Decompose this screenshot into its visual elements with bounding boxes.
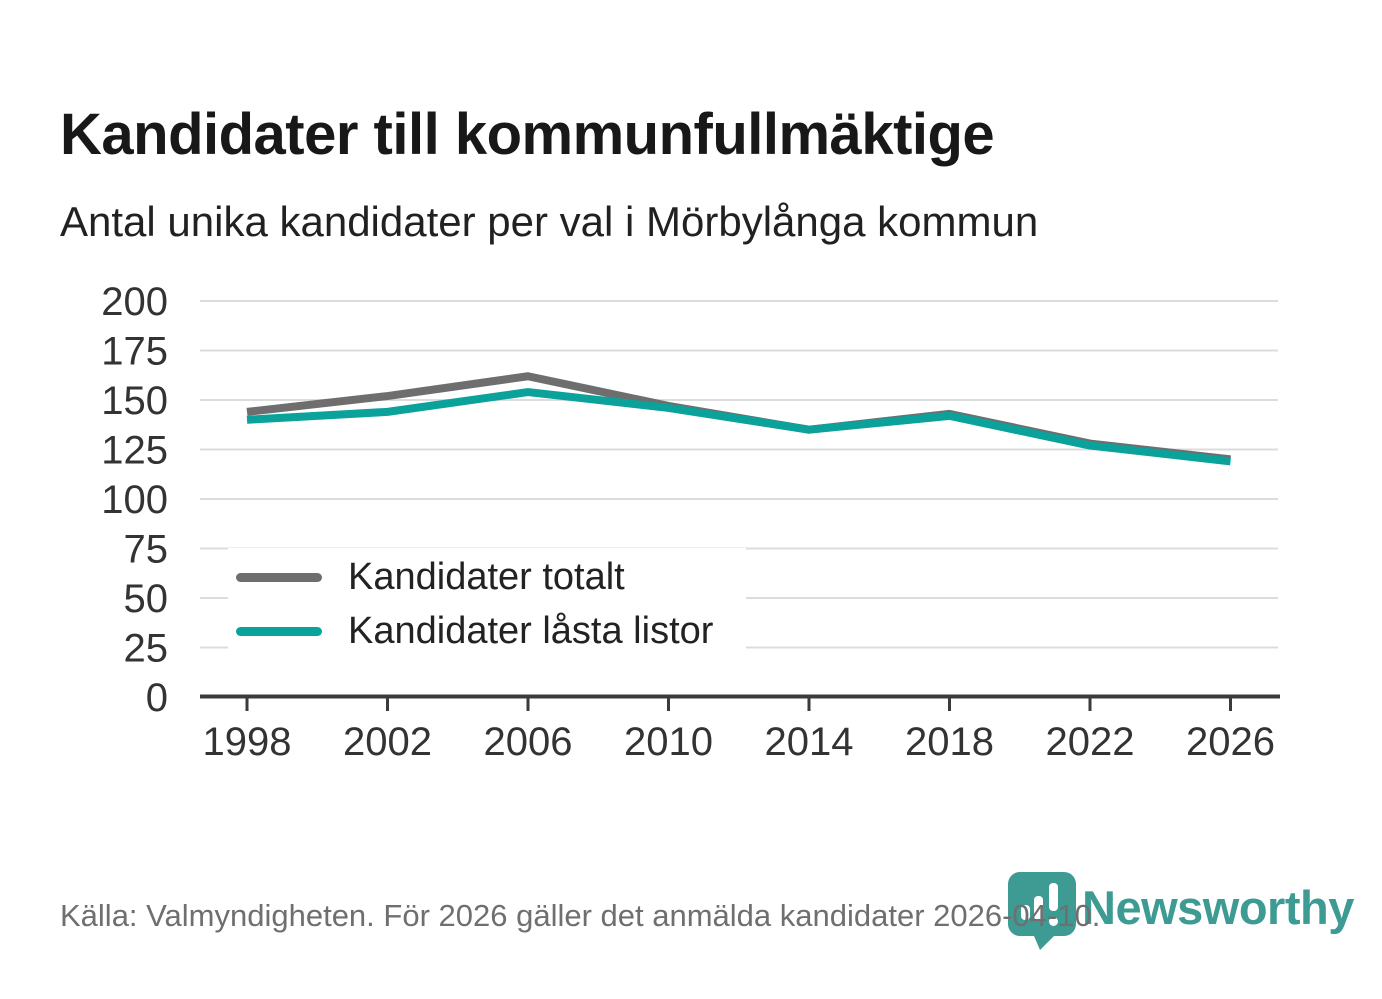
chart-subtitle: Antal unika kandidater per val i Mörbylå…	[60, 198, 1039, 245]
svg-text:25: 25	[124, 627, 169, 671]
y-axis-labels: 0 25 50 75 100 125 150 175 200	[101, 280, 168, 720]
svg-text:2026: 2026	[1186, 720, 1275, 764]
legend-label-total: Kandidater totalt	[348, 555, 625, 598]
legend-swatch-total-icon	[236, 572, 322, 582]
svg-text:2022: 2022	[1046, 720, 1135, 764]
svg-text:2010: 2010	[624, 720, 713, 764]
svg-text:0: 0	[146, 676, 168, 720]
newsworthy-pin-icon	[1008, 872, 1076, 950]
svg-text:2014: 2014	[765, 720, 854, 764]
newsworthy-wordmark: Newsworthy	[1082, 881, 1354, 934]
svg-text:2006: 2006	[484, 720, 573, 764]
x-axis-labels: 1998 2002 2006 2010 2014 2018 2022 2026	[203, 720, 1275, 764]
svg-text:1998: 1998	[203, 720, 292, 764]
legend-swatch-locked-icon	[236, 626, 322, 636]
svg-text:100: 100	[101, 478, 168, 522]
legend-item-locked: Kandidater låsta listor	[228, 608, 746, 654]
series-line-locked	[246, 388, 1231, 466]
svg-text:200: 200	[101, 280, 168, 324]
svg-text:150: 150	[101, 379, 168, 423]
svg-text:2018: 2018	[905, 720, 994, 764]
svg-text:175: 175	[101, 330, 168, 374]
source-note: Källa: Valmyndigheten. För 2026 gäller d…	[60, 898, 1101, 933]
legend-item-total: Kandidater totalt	[228, 554, 746, 600]
svg-text:2002: 2002	[343, 720, 432, 764]
newsworthy-logo: Newsworthy	[1008, 872, 1354, 950]
x-axis	[200, 694, 1280, 711]
chart-legend: Kandidater totalt Kandidater låsta listo…	[228, 548, 746, 664]
page-title: Kandidater till kommunfullmäktige	[60, 101, 995, 167]
legend-label-locked: Kandidater låsta listor	[348, 609, 714, 652]
svg-text:125: 125	[101, 429, 168, 473]
svg-text:75: 75	[124, 528, 169, 572]
svg-text:50: 50	[124, 577, 169, 621]
